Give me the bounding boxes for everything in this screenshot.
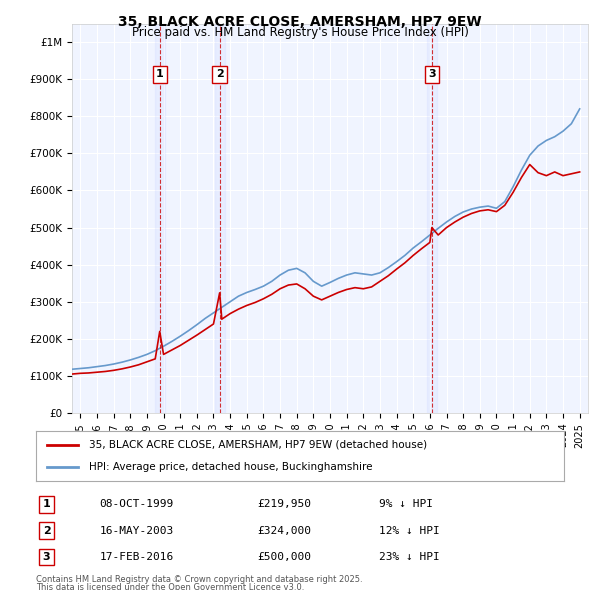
Bar (427, 24, 437, 413)
Text: £500,000: £500,000 (258, 552, 312, 562)
Text: 35, BLACK ACRE CLOSE, AMERSHAM, HP7 9EW (detached house): 35, BLACK ACRE CLOSE, AMERSHAM, HP7 9EW … (89, 440, 427, 450)
Text: Price paid vs. HM Land Registry's House Price Index (HPI): Price paid vs. HM Land Registry's House … (131, 26, 469, 39)
Text: 08-OCT-1999: 08-OCT-1999 (100, 499, 173, 509)
Text: 16-MAY-2003: 16-MAY-2003 (100, 526, 173, 536)
Text: 3: 3 (43, 552, 50, 562)
Bar (215, 24, 224, 413)
Text: 23% ↓ HPI: 23% ↓ HPI (379, 552, 440, 562)
Text: This data is licensed under the Open Government Licence v3.0.: This data is licensed under the Open Gov… (36, 583, 304, 590)
Text: £219,950: £219,950 (258, 499, 312, 509)
Text: £324,000: £324,000 (258, 526, 312, 536)
Text: HPI: Average price, detached house, Buckinghamshire: HPI: Average price, detached house, Buck… (89, 462, 372, 472)
Text: 1: 1 (43, 499, 50, 509)
Text: 17-FEB-2016: 17-FEB-2016 (100, 552, 173, 562)
Text: 35, BLACK ACRE CLOSE, AMERSHAM, HP7 9EW: 35, BLACK ACRE CLOSE, AMERSHAM, HP7 9EW (118, 15, 482, 29)
Text: 12% ↓ HPI: 12% ↓ HPI (379, 526, 440, 536)
Bar (155, 24, 165, 413)
Text: 3: 3 (428, 69, 436, 79)
Text: Contains HM Land Registry data © Crown copyright and database right 2025.: Contains HM Land Registry data © Crown c… (36, 575, 362, 584)
Text: 2: 2 (216, 69, 224, 79)
Text: 1: 1 (156, 69, 164, 79)
Text: 9% ↓ HPI: 9% ↓ HPI (379, 499, 433, 509)
Text: 2: 2 (43, 526, 50, 536)
